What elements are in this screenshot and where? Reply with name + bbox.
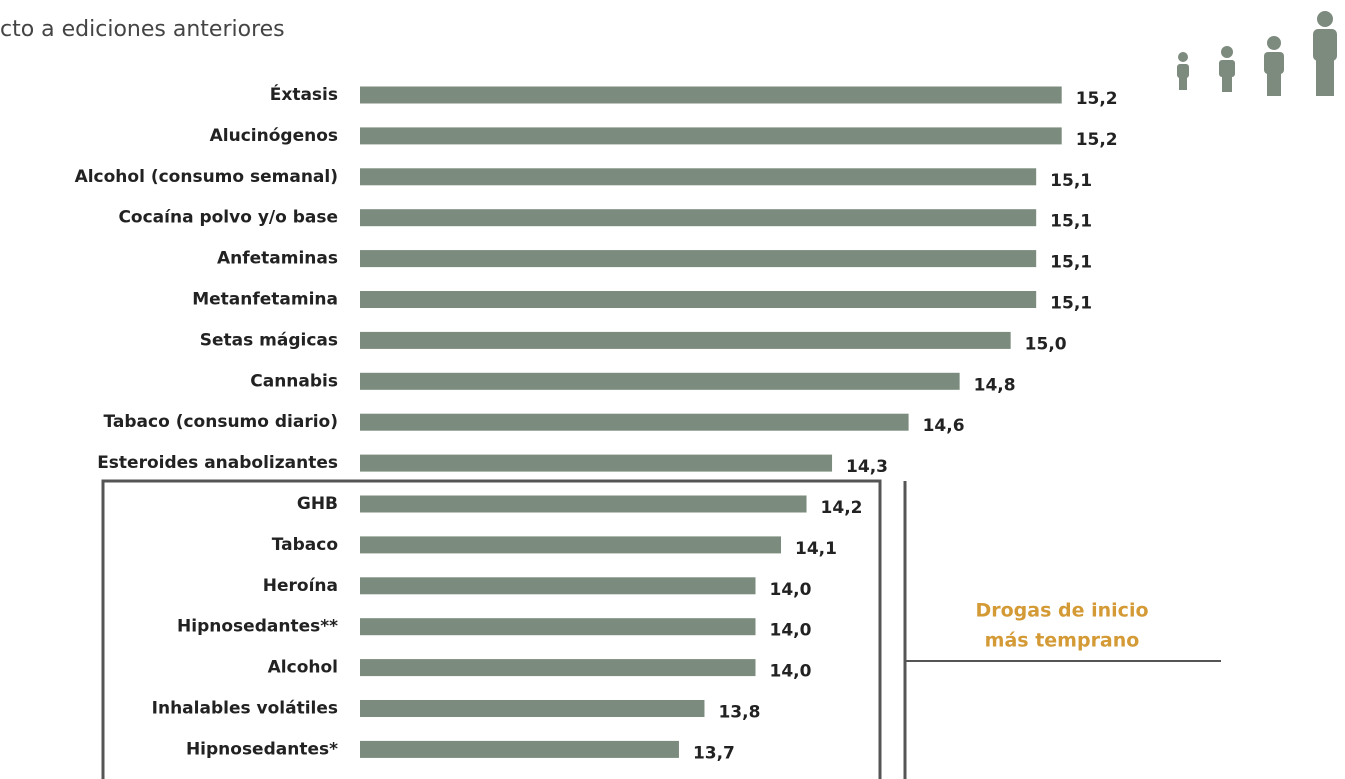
- value-label: 14,1: [795, 539, 837, 559]
- bar: [360, 659, 756, 677]
- highlight-box: [101, 479, 882, 779]
- category-label: Hipnosedantes**: [177, 617, 338, 637]
- bar: [360, 209, 1037, 227]
- value-label: 15,1: [1050, 294, 1092, 314]
- value-label: 15,1: [1050, 212, 1092, 232]
- category-label: Inhalables volátiles: [152, 699, 338, 719]
- category-label: Cocaína polvo y/o base: [118, 208, 338, 228]
- value-label: 14,3: [846, 457, 888, 477]
- category-label: Heroína: [263, 576, 338, 596]
- bar: [360, 168, 1037, 186]
- value-label: 15,2: [1076, 89, 1118, 109]
- value-label: 14,2: [821, 498, 863, 518]
- category-label: Alcohol (consumo semanal): [75, 167, 338, 187]
- bar: [360, 740, 679, 758]
- bar: [360, 86, 1062, 104]
- bar: [360, 577, 756, 595]
- category-label: Tabaco (consumo diario): [104, 412, 338, 432]
- value-label: 14,8: [974, 375, 1016, 395]
- bar: [360, 700, 705, 717]
- bar: [360, 495, 807, 513]
- bar: [360, 250, 1037, 268]
- bar: [360, 618, 756, 636]
- category-label: Alcohol: [268, 658, 338, 678]
- value-label: 13,8: [718, 703, 760, 723]
- category-label: Alucinógenos: [210, 126, 338, 146]
- value-label: 14,6: [923, 416, 965, 436]
- value-label: 15,2: [1076, 130, 1118, 150]
- category-label: Tabaco: [272, 535, 338, 555]
- value-label: 14,0: [770, 621, 812, 641]
- annotation: más temprano: [985, 630, 1140, 652]
- value-label: 14,0: [770, 662, 812, 682]
- people-icons: [1177, 11, 1337, 96]
- bar: [360, 454, 833, 472]
- annotation: Drogas de inicio: [975, 600, 1148, 622]
- value-label: 15,1: [1050, 253, 1092, 273]
- bar: [360, 291, 1037, 308]
- bar: [360, 127, 1062, 145]
- category-label: Cannabis: [250, 371, 338, 391]
- category-label: Metanfetamina: [192, 290, 338, 310]
- category-label: Anfetaminas: [217, 249, 338, 269]
- bar: [360, 413, 909, 431]
- value-label: 14,0: [770, 580, 812, 600]
- value-label: 15,1: [1050, 171, 1092, 191]
- category-label: Esteroides anabolizantes: [97, 453, 338, 473]
- value-label: 13,7: [693, 743, 735, 763]
- bar: [360, 331, 1011, 349]
- category-label: Hipnosedantes*: [186, 739, 338, 759]
- category-label: Setas mágicas: [200, 330, 338, 350]
- chart-title: cto a ediciones anteriores: [0, 17, 285, 42]
- value-label: 15,0: [1025, 334, 1067, 354]
- bar: [360, 536, 782, 554]
- category-label: GHB: [297, 494, 338, 514]
- bar: [360, 372, 960, 390]
- category-label: Éxtasis: [270, 83, 338, 105]
